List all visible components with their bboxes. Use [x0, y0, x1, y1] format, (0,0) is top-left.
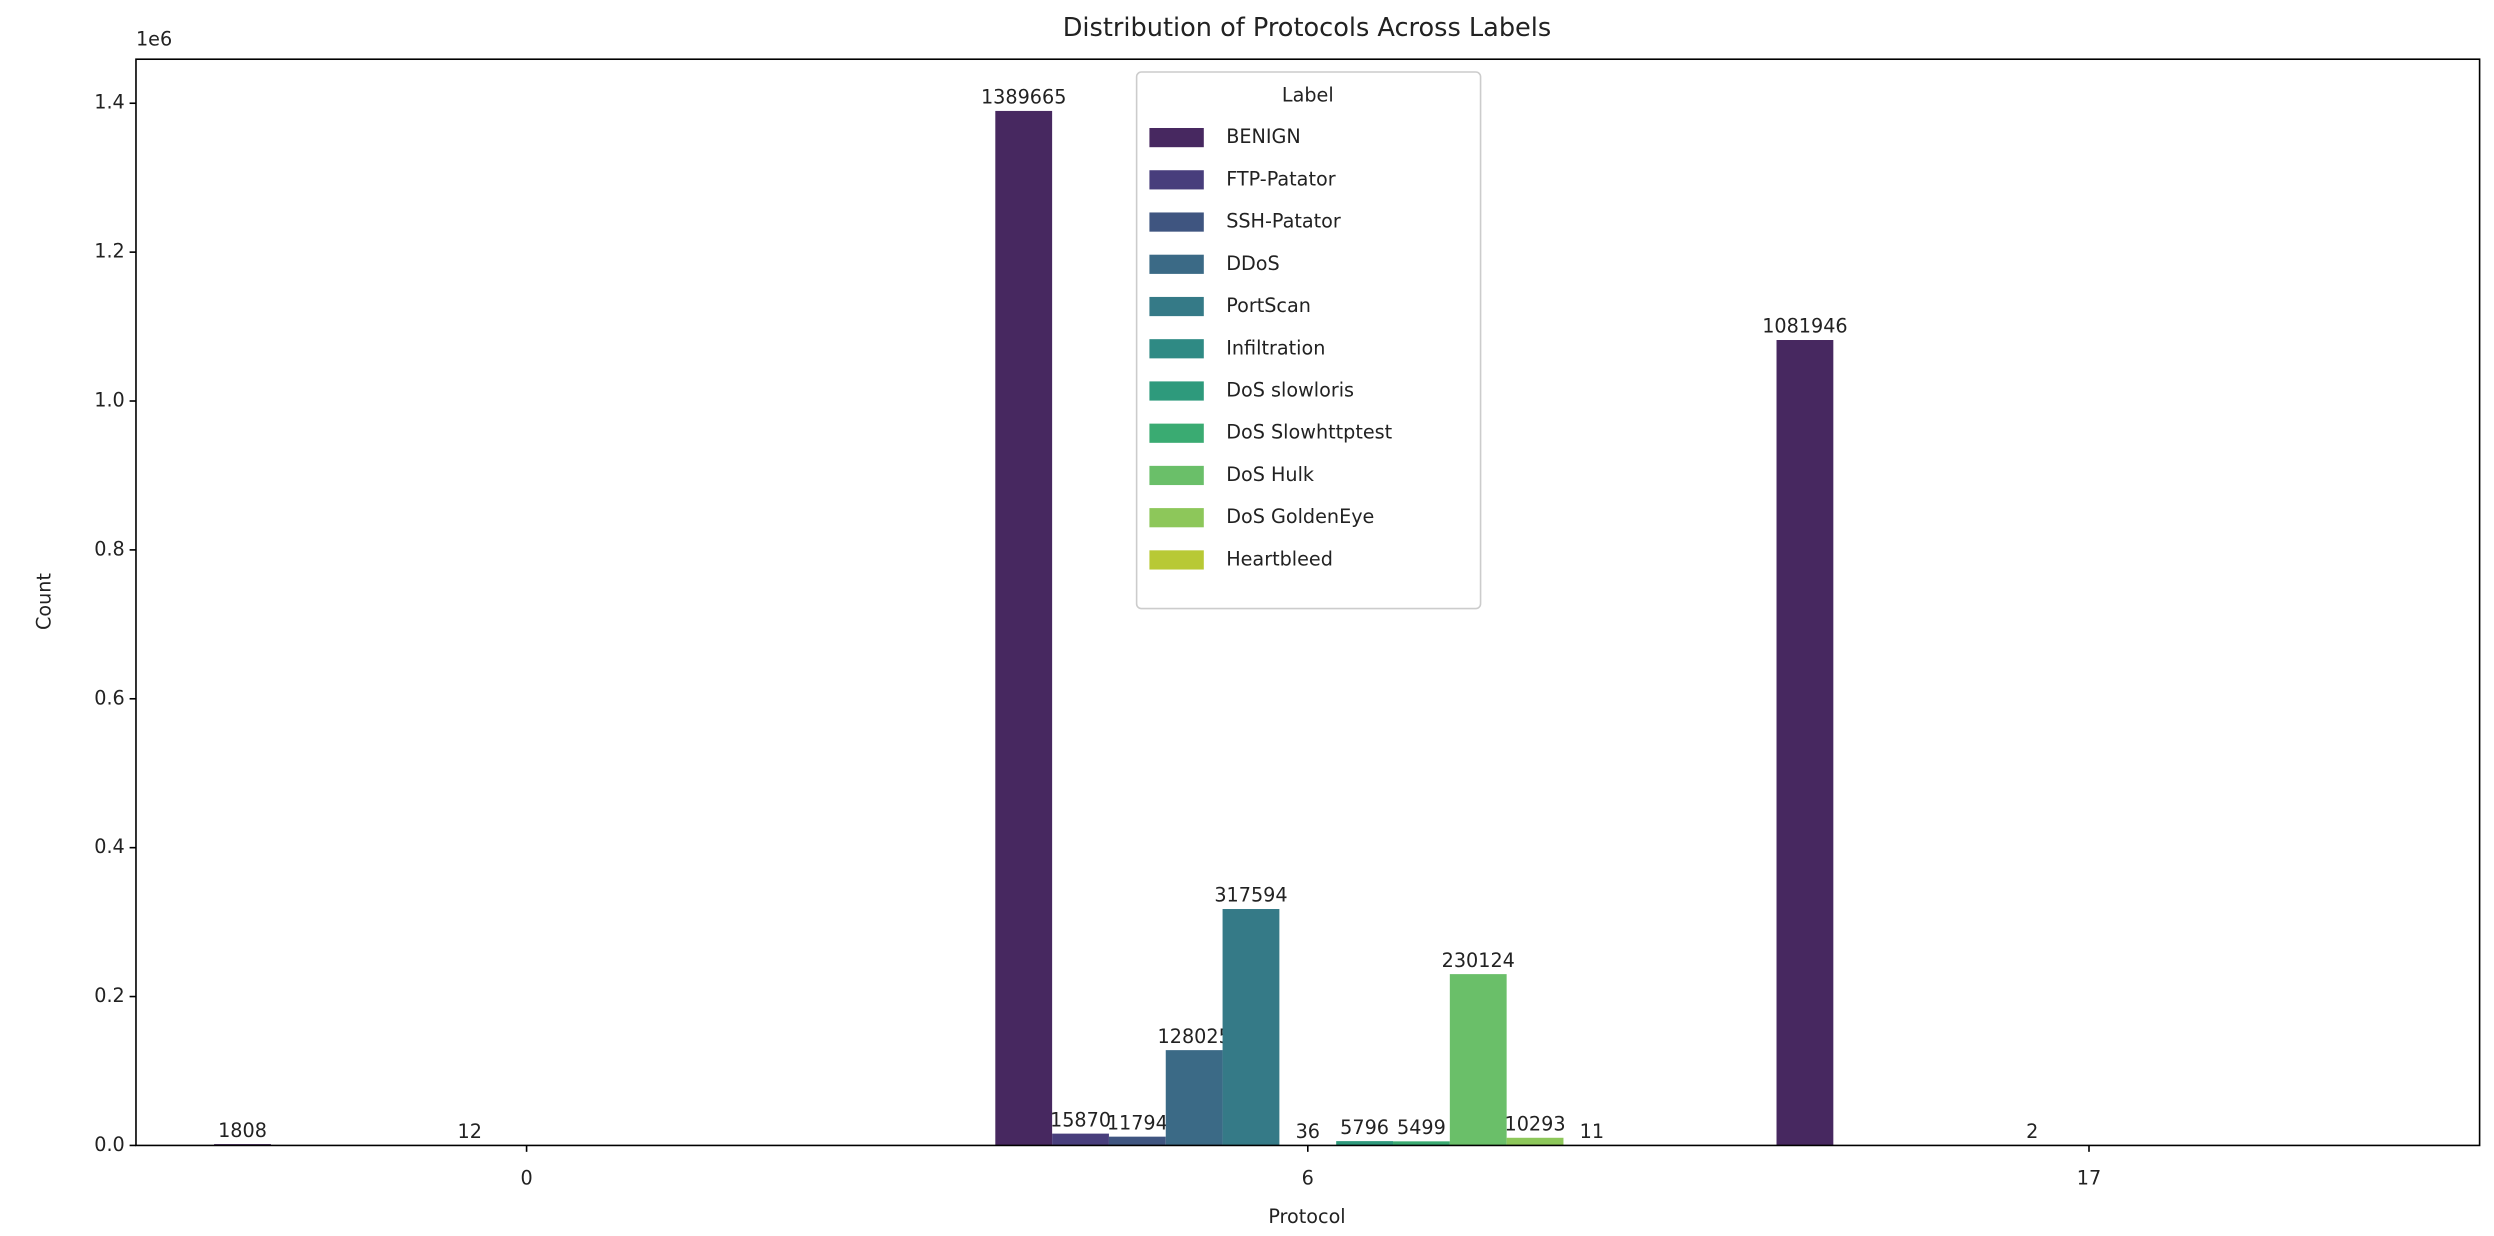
y-tick-label: 1.4 [94, 91, 125, 114]
value-label: 230124 [1442, 949, 1515, 972]
legend-swatch [1149, 254, 1204, 274]
y-axis-label: Count [32, 573, 55, 630]
legend-label: DoS GoldenEye [1226, 505, 1374, 528]
value-label: 11794 [1107, 1111, 1168, 1134]
legend-label: FTP-Patator [1226, 167, 1336, 190]
bar [1052, 1133, 1109, 1146]
bar [1165, 1050, 1223, 1146]
legend-label: BENIGN [1226, 125, 1301, 148]
plot-frame [135, 58, 2481, 1147]
y-tick-label: 1.2 [94, 240, 125, 263]
y-tick-label: 0.2 [94, 984, 125, 1007]
legend-swatch [1149, 423, 1204, 443]
legend-label: DoS slowloris [1226, 378, 1354, 401]
value-label: 1389665 [981, 86, 1066, 109]
x-tick-label: 0 [520, 1167, 532, 1190]
value-label: 2 [2026, 1120, 2038, 1143]
value-label: 5499 [1397, 1116, 1446, 1139]
legend-swatch [1149, 296, 1204, 317]
y-offset-label: 1e6 [136, 28, 172, 51]
bar [1393, 1141, 1450, 1146]
legend-swatch [1149, 127, 1204, 148]
x-tick-label: 17 [2077, 1167, 2101, 1190]
legend-label: Infiltration [1226, 336, 1325, 359]
legend-swatch [1149, 212, 1204, 232]
legend-swatch [1149, 339, 1204, 359]
legend-swatch [1149, 508, 1204, 528]
legend-label: SSH-Patator [1226, 210, 1341, 233]
bar [1222, 909, 1280, 1146]
value-label: 5796 [1340, 1116, 1389, 1139]
value-label: 36 [1296, 1120, 1320, 1143]
y-tick-label: 0.8 [94, 537, 125, 560]
y-tick-label: 0.6 [94, 686, 125, 709]
legend-swatch [1149, 170, 1204, 190]
x-axis-label: Protocol [1268, 1205, 1345, 1228]
value-label: 10293 [1505, 1112, 1566, 1135]
bar [1506, 1137, 1564, 1146]
legend-swatch [1149, 465, 1204, 486]
value-label: 317594 [1214, 884, 1287, 907]
value-label: 11 [1580, 1120, 1604, 1143]
legend-label: Heartbleed [1226, 547, 1333, 570]
value-label: 1081946 [1762, 315, 1847, 338]
value-label: 15870 [1050, 1108, 1111, 1131]
y-tick-label: 0.4 [94, 835, 125, 858]
bar [1776, 340, 1834, 1146]
legend-label: PortScan [1226, 294, 1311, 317]
legend-label: DDoS [1226, 252, 1279, 275]
legend-label: DoS Slowhttptest [1226, 421, 1392, 444]
legend-box [1135, 71, 1482, 610]
bar [995, 110, 1053, 1146]
y-tick-label: 1.0 [94, 389, 125, 412]
bar [1336, 1141, 1394, 1146]
legend-swatch [1149, 381, 1204, 401]
value-label: 128025 [1158, 1025, 1231, 1048]
value-label: 1808 [218, 1119, 267, 1142]
value-label: 12 [458, 1120, 482, 1143]
y-tick-label: 0.0 [94, 1133, 125, 1156]
legend-title: Label [1282, 84, 1334, 107]
x-tick-label: 6 [1302, 1167, 1314, 1190]
chart-title: Distribution of Protocols Across Labels [1063, 13, 1552, 43]
bar [1108, 1136, 1166, 1146]
legend-swatch [1149, 550, 1204, 570]
legend-label: DoS Hulk [1226, 463, 1315, 486]
bar [1449, 974, 1507, 1146]
